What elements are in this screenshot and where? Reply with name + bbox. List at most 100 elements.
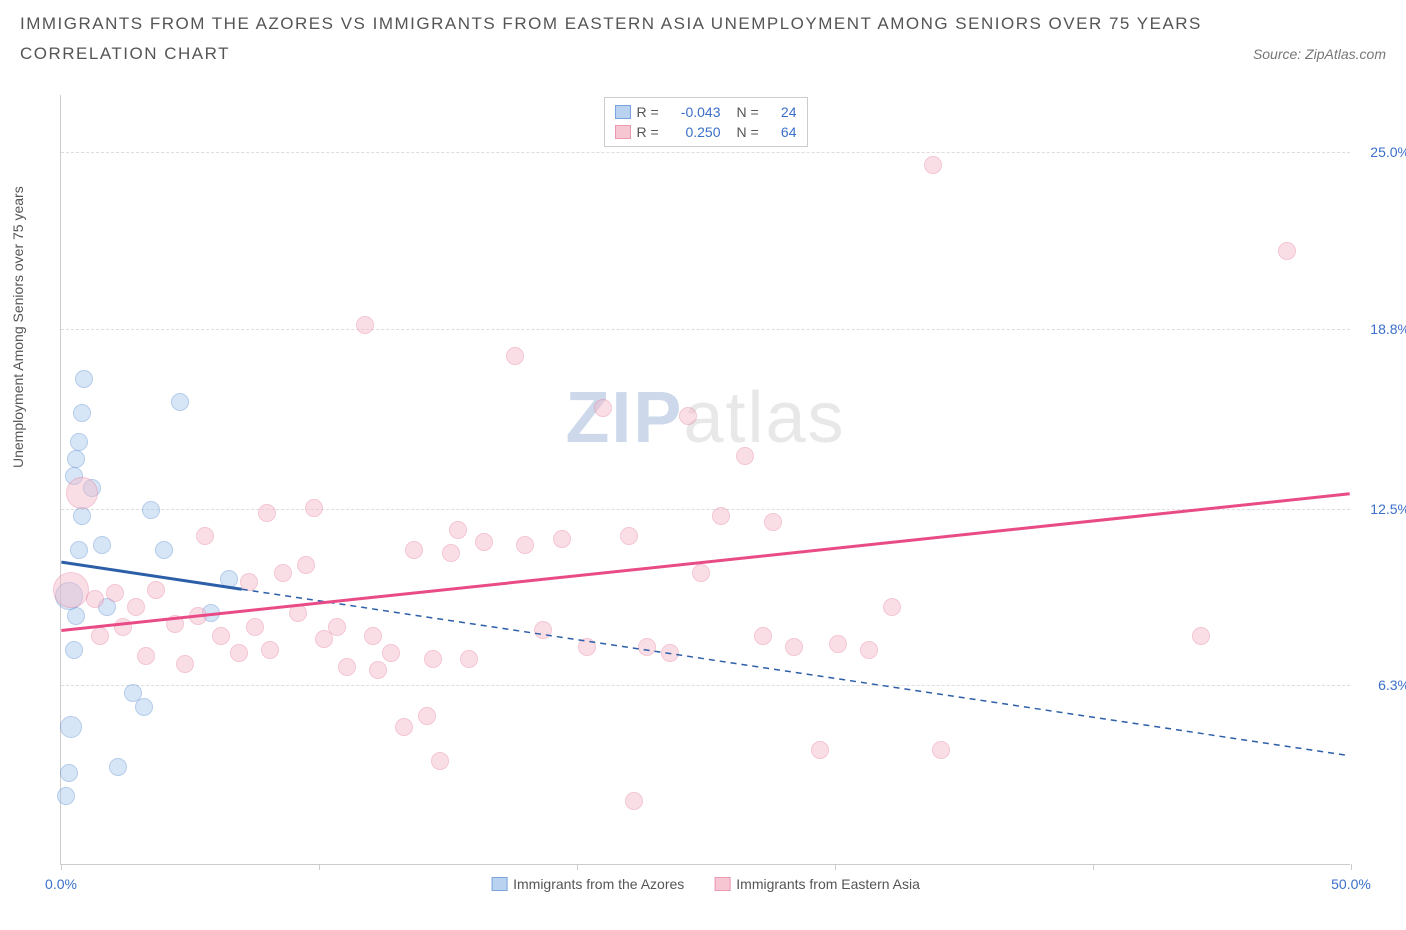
data-point — [147, 581, 165, 599]
y-tick-label: 18.8% — [1370, 321, 1406, 337]
data-point — [932, 741, 950, 759]
legend-r-label: R = — [637, 124, 665, 140]
legend-row: R =-0.043N =24 — [615, 102, 797, 122]
data-point — [638, 638, 656, 656]
legend-swatch — [615, 125, 631, 139]
scatter-chart: ZIPatlas R =-0.043N =24R =0.250N =64 Imm… — [60, 95, 1350, 865]
data-point — [883, 598, 901, 616]
data-point — [625, 792, 643, 810]
data-point — [754, 627, 772, 645]
data-point — [475, 533, 493, 551]
data-point — [506, 347, 524, 365]
x-tick — [835, 864, 836, 870]
data-point — [137, 647, 155, 665]
data-point — [516, 536, 534, 554]
legend-series-item: Immigrants from Eastern Asia — [714, 876, 920, 892]
data-point — [692, 564, 710, 582]
data-point — [356, 316, 374, 334]
data-point — [171, 393, 189, 411]
data-point — [114, 618, 132, 636]
legend-series-item: Immigrants from the Azores — [491, 876, 684, 892]
gridline — [61, 152, 1350, 153]
data-point — [73, 507, 91, 525]
data-point — [1278, 242, 1296, 260]
data-point — [395, 718, 413, 736]
data-point — [66, 477, 98, 509]
data-point — [553, 530, 571, 548]
x-tick — [319, 864, 320, 870]
data-point — [405, 541, 423, 559]
x-tick-label: 0.0% — [45, 876, 77, 892]
legend-n-value: 24 — [771, 104, 797, 120]
data-point — [60, 716, 82, 738]
data-point — [189, 607, 207, 625]
x-tick-label: 50.0% — [1331, 876, 1371, 892]
watermark: ZIPatlas — [565, 377, 845, 459]
data-point — [460, 650, 478, 668]
y-tick-label: 12.5% — [1370, 501, 1406, 517]
legend-series-name: Immigrants from Eastern Asia — [736, 876, 920, 892]
data-point — [274, 564, 292, 582]
y-tick-label: 6.3% — [1378, 677, 1406, 693]
series-legend: Immigrants from the Azores Immigrants fro… — [491, 876, 920, 892]
data-point — [65, 641, 83, 659]
legend-series-name: Immigrants from the Azores — [513, 876, 684, 892]
data-point — [785, 638, 803, 656]
data-point — [261, 641, 279, 659]
source-attribution: Source: ZipAtlas.com — [1253, 46, 1386, 62]
y-tick-label: 25.0% — [1370, 144, 1406, 160]
data-point — [135, 698, 153, 716]
y-axis-label: Unemployment Among Seniors over 75 years — [10, 186, 26, 468]
data-point — [166, 615, 184, 633]
data-point — [442, 544, 460, 562]
data-point — [305, 499, 323, 517]
data-point — [109, 758, 127, 776]
data-point — [679, 407, 697, 425]
data-point — [86, 590, 104, 608]
legend-swatch — [615, 105, 631, 119]
gridline — [61, 509, 1350, 510]
data-point — [712, 507, 730, 525]
data-point — [620, 527, 638, 545]
data-point — [106, 584, 124, 602]
data-point — [736, 447, 754, 465]
data-point — [661, 644, 679, 662]
data-point — [57, 787, 75, 805]
data-point — [764, 513, 782, 531]
chart-title: IMMIGRANTS FROM THE AZORES VS IMMIGRANTS… — [20, 12, 1386, 36]
legend-r-value: 0.250 — [671, 124, 721, 140]
data-point — [240, 573, 258, 591]
data-point — [93, 536, 111, 554]
data-point — [364, 627, 382, 645]
data-point — [289, 604, 307, 622]
data-point — [70, 541, 88, 559]
data-point — [811, 741, 829, 759]
gridline — [61, 685, 1350, 686]
legend-swatch — [491, 877, 507, 891]
data-point — [369, 661, 387, 679]
data-point — [328, 618, 346, 636]
legend-n-label: N = — [737, 124, 765, 140]
data-point — [70, 433, 88, 451]
trend-lines — [61, 95, 1350, 864]
legend-n-value: 64 — [771, 124, 797, 140]
data-point — [91, 627, 109, 645]
data-point — [246, 618, 264, 636]
data-point — [258, 504, 276, 522]
legend-row: R = 0.250 N = 64 — [615, 122, 797, 142]
data-point — [230, 644, 248, 662]
data-point — [196, 527, 214, 545]
data-point — [338, 658, 356, 676]
data-point — [534, 621, 552, 639]
data-point — [127, 598, 145, 616]
data-point — [431, 752, 449, 770]
data-point — [220, 570, 238, 588]
gridline — [61, 329, 1350, 330]
legend-r-value: -0.043 — [671, 104, 721, 120]
data-point — [75, 370, 93, 388]
data-point — [297, 556, 315, 574]
data-point — [53, 572, 89, 608]
data-point — [418, 707, 436, 725]
legend-swatch — [714, 877, 730, 891]
chart-subtitle: CORRELATION CHART — [20, 44, 230, 64]
